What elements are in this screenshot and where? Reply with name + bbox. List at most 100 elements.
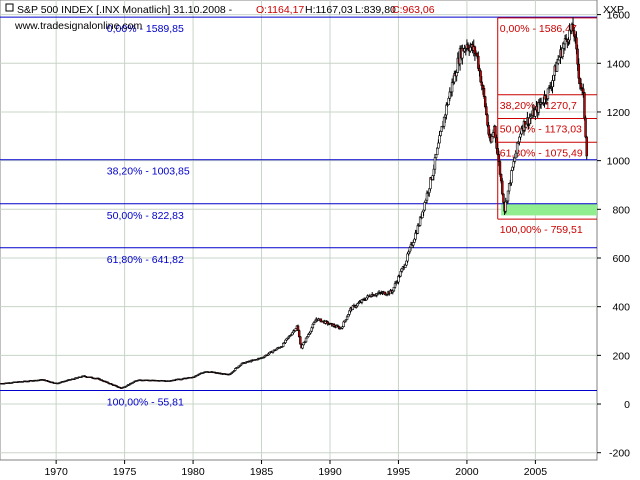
candle-down xyxy=(571,24,575,32)
candle-down xyxy=(477,55,480,69)
fib-long-levels: 0,00% - 1589,85 38,20% - 1003,85 50,00% - … xyxy=(0,16,597,408)
candle-up xyxy=(436,147,439,155)
fib-zone-layer xyxy=(501,203,597,216)
candle-up xyxy=(432,168,436,176)
fib-short-label: 100,00% - 759,51 xyxy=(500,224,583,236)
candle-down xyxy=(487,125,490,135)
candle-up xyxy=(511,166,514,171)
candle-up xyxy=(345,316,349,320)
candle-down xyxy=(495,137,498,149)
candle-up xyxy=(552,74,555,81)
candle-down xyxy=(497,154,501,162)
candle-down xyxy=(502,193,505,203)
fib-long-label: 100,00% - 55,81 xyxy=(107,396,184,408)
y-tick-label: 1600 xyxy=(607,10,631,22)
candle-down xyxy=(473,46,477,54)
candle-down xyxy=(501,180,504,195)
candle-down xyxy=(576,48,579,65)
candle-down xyxy=(499,174,503,182)
y-tick-label: 800 xyxy=(612,204,630,216)
fib-target-zone xyxy=(501,203,597,216)
candle-up xyxy=(365,297,368,301)
candle-up xyxy=(437,142,440,149)
x-tick-label: 1995 xyxy=(387,466,411,478)
candle-up xyxy=(515,142,519,154)
y-axis: -200 0 200 400 600 800 1000 1200 1400 1600 xyxy=(597,10,630,460)
candle-up xyxy=(400,268,404,272)
chart-header: S&P 500 INDEX [.INX Monatlich] 31.10.200… xyxy=(5,3,624,32)
candle-up xyxy=(407,251,410,255)
ohlc-high: H:1167,03 xyxy=(305,4,353,16)
candle-up xyxy=(555,62,559,72)
candle-down xyxy=(383,291,386,295)
candle-down xyxy=(585,136,588,157)
candle-up xyxy=(491,132,495,137)
candle-up xyxy=(438,135,441,144)
candle-up xyxy=(356,303,359,307)
candle-up xyxy=(504,201,507,212)
candle-down xyxy=(485,106,488,116)
candle-up xyxy=(408,247,412,253)
candle-down xyxy=(575,37,578,50)
ohlc-open: O:1164,17 xyxy=(256,4,304,16)
candle-up xyxy=(490,136,494,143)
fib-short-label: 0,00% - 1586,47 xyxy=(500,23,577,35)
y-tick-label: 400 xyxy=(612,302,630,314)
y-tick-label: 1400 xyxy=(607,58,631,70)
candle-up xyxy=(416,225,420,234)
candle-up xyxy=(428,188,431,194)
candle-up xyxy=(528,117,531,125)
candle-down xyxy=(299,336,302,345)
candle-up xyxy=(404,264,407,268)
chart-title: S&P 500 INDEX [.INX Monatlich] 31.10.200… xyxy=(17,4,233,16)
candle-down xyxy=(326,321,329,325)
x-tick-label: 1975 xyxy=(113,466,137,478)
candle-up xyxy=(546,88,550,99)
candle-up xyxy=(301,344,304,349)
candle-up xyxy=(450,82,454,93)
candle-up xyxy=(506,190,510,202)
chart-menu-icon[interactable] xyxy=(5,3,14,12)
candle-up xyxy=(534,109,537,117)
fib-short-label: 61,80% - 1075,49 xyxy=(500,147,583,159)
candle-up xyxy=(518,136,521,143)
fib-short-label: 50,00% - 1173,03 xyxy=(500,124,582,136)
ohlc-low: L:839,80 xyxy=(355,4,396,16)
candle-up xyxy=(439,131,442,136)
x-tick-label: 1980 xyxy=(181,466,205,478)
candle-up xyxy=(392,286,396,292)
candle-up xyxy=(514,152,518,159)
candle-up xyxy=(512,161,515,168)
candle-up xyxy=(413,238,416,243)
candle-up xyxy=(455,72,458,77)
y-tick-label: 0 xyxy=(624,399,630,411)
candle-up xyxy=(399,271,402,277)
candle-up xyxy=(412,242,415,246)
candle-down xyxy=(480,81,483,86)
candle-up xyxy=(421,211,424,218)
fib-long-label: 38,20% - 1003,85 xyxy=(107,166,190,178)
candle-up xyxy=(510,170,513,184)
x-tick-label: 1970 xyxy=(44,466,68,478)
candle-up xyxy=(568,29,571,41)
candle-down xyxy=(494,125,497,139)
candle-up xyxy=(304,337,308,343)
candle-down xyxy=(483,96,487,108)
candle-up xyxy=(519,133,522,138)
candle-up xyxy=(434,154,438,159)
y-tick-label: 1000 xyxy=(607,156,631,168)
candle-series xyxy=(0,17,588,389)
candle-down xyxy=(482,88,486,97)
candle-up xyxy=(561,47,564,58)
candle-up xyxy=(442,116,446,127)
candle-up xyxy=(307,334,310,337)
candle-down xyxy=(572,30,576,37)
x-axis: 1970 1975 1980 1985 1990 1995 2000 2005 xyxy=(44,460,547,478)
candle-up xyxy=(348,310,351,315)
candle-up xyxy=(431,175,434,180)
candle-up xyxy=(469,46,472,52)
candle-down xyxy=(475,52,479,57)
fib-long-label: 0,00% - 1589,85 xyxy=(107,23,184,35)
